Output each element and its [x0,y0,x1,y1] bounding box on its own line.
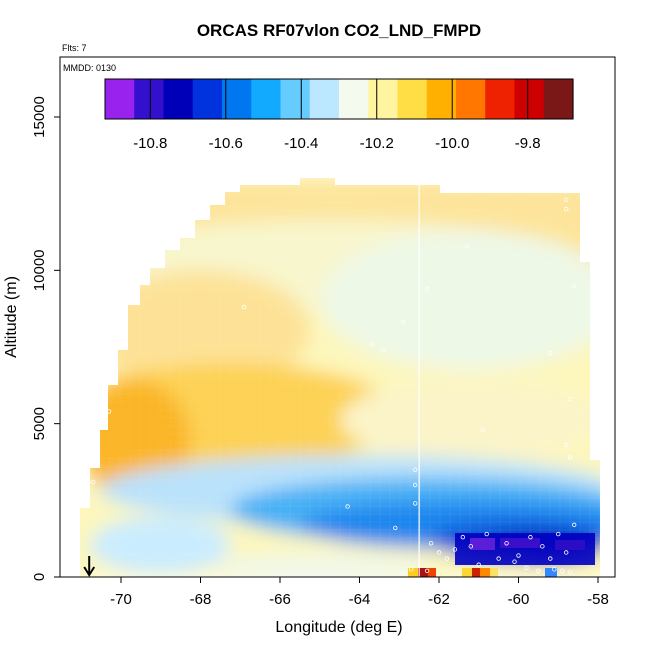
observation-point [460,534,466,540]
x-tick-label: -66 [269,591,291,608]
y-axis: 0 5000 10000 15000 [31,96,60,581]
observation-point [444,556,450,561]
colorbar-tick-label: -10.0 [435,135,469,152]
colorbar-segment [163,79,194,119]
x-tick-label: -62 [428,591,450,608]
colorbar-tick-label: -10.6 [209,135,243,152]
y-axis-label: Altitude (m) [3,276,20,358]
observation-point [571,283,577,288]
observation-point [504,541,509,546]
observation-point [381,347,386,353]
colorbar-segment [251,79,282,119]
observation-point [102,400,108,405]
y-tick-label: 10000 [31,249,48,291]
colorbar-segment [339,79,369,119]
observation-point [556,531,561,537]
colorbar-tick-label: -10.2 [360,135,394,152]
colorbar-segment [514,79,545,119]
observation-point [436,550,442,555]
observation-point [369,341,374,347]
observation-point [571,522,577,528]
colorbar: -10.8 -10.6 -10.4 -10.2 -10.0 -9.8 [104,78,574,152]
observation-point [408,567,414,572]
colorbar-segment [543,79,574,119]
observation-point [401,320,406,325]
observation-point [464,243,470,248]
y-tick-label: 5000 [31,407,48,440]
observation-point [564,442,569,448]
y-tick-label: 0 [31,573,48,581]
observation-point [516,553,521,558]
observation-point [393,525,398,531]
date-label: MMDD: 0130 [63,63,116,73]
observation-point [564,197,569,202]
observation-point [424,286,430,291]
colorbar-segment [192,79,223,119]
observation-point [424,568,430,574]
colorbar-segment [222,79,252,119]
x-tick-label: -70 [110,591,132,608]
observation-point [496,556,501,561]
observation-point [484,531,489,537]
surface-arrow-marker [83,556,96,577]
colorbar-tick-label: -10.8 [133,135,167,152]
chart-title: ORCAS RF07vlon CO2_LND_FMPD [197,21,481,40]
observation-point [528,534,533,540]
observation-point [536,568,541,574]
colorbar-segment [485,79,516,119]
observation-point [552,567,557,572]
observation-point [94,461,100,466]
observation-point [401,570,406,575]
colorbar-segment [309,79,340,119]
observation-point [480,427,485,432]
x-tick-label: -64 [349,591,371,608]
observation-point [428,541,434,546]
observation-point [452,547,458,552]
observation-point [476,562,481,567]
colorbar-segment [456,79,486,119]
x-tick-label: -60 [508,591,530,608]
flights-label: Flts: 7 [62,43,87,53]
observation-point [567,396,573,402]
colorbar-segment [280,79,311,119]
observation-point [540,544,545,549]
colorbar-segment [368,79,399,119]
colorbar-tick-label: -10.4 [284,135,318,152]
observation-point [567,570,573,575]
observation-points [90,197,577,575]
observation-point [560,568,565,574]
observation-point [412,501,418,506]
observation-point [548,350,553,356]
observation-point [468,544,473,549]
observation-point [512,559,517,564]
colorbar-tick-label: -9.8 [515,135,541,152]
x-axis: -70 -68 -66 -64 -62 -60 -58 [110,577,609,608]
y-tick-label: 15000 [31,96,48,138]
observation-point [564,550,569,555]
plot-border [59,56,616,578]
observation-point [548,556,553,561]
observation-point [524,565,529,570]
x-axis-label: Longitude (deg E) [275,619,402,636]
observation-point [567,455,573,460]
colorbar-segment [426,79,457,119]
observation-point [242,304,247,310]
observation-point [106,409,112,414]
observation-point [564,206,569,212]
colorbar-segment [134,79,165,119]
heatmap-field [80,178,600,577]
observation-point [90,479,96,485]
colorbar-segment [105,79,135,119]
observation-point [412,482,418,488]
x-tick-label: -68 [190,591,212,608]
observation-point [345,504,350,509]
x-tick-label: -58 [587,591,609,608]
colorbar-segment [397,79,428,119]
observation-point [412,467,418,472]
